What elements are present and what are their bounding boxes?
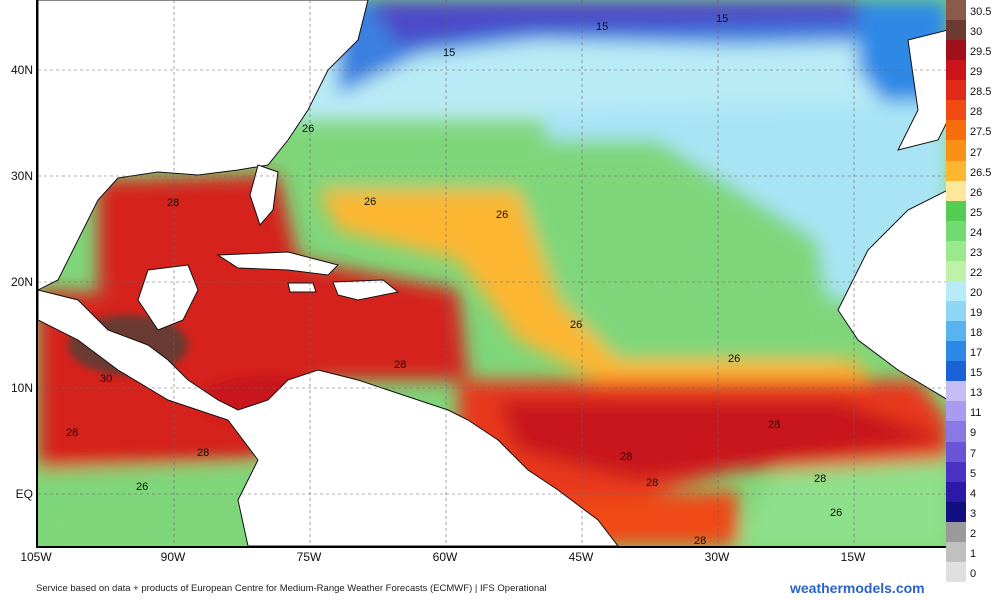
latitude-label: 20N <box>10 275 33 289</box>
latitude-label: EQ <box>15 487 33 501</box>
legend-label: 9 <box>970 427 977 440</box>
color-legend <box>946 0 966 583</box>
legend-swatch <box>946 100 966 121</box>
legend-label: 2 <box>970 527 977 540</box>
legend-label: 7 <box>970 447 977 460</box>
contour-label: 28 <box>167 197 179 209</box>
contour-label: 28 <box>814 473 826 485</box>
legend-label: 26 <box>970 186 983 199</box>
longitude-label: 30W <box>704 550 730 564</box>
contour-label: 15 <box>443 47 455 59</box>
legend-swatch <box>946 561 966 583</box>
legend-label: 24 <box>970 226 983 239</box>
longitude-label: 90W <box>160 550 186 564</box>
longitude-label: 15W <box>840 550 866 564</box>
contour-label: 30 <box>100 373 112 385</box>
legend-swatch <box>946 220 966 242</box>
contour-label: 26 <box>570 319 582 331</box>
legend-swatch <box>946 40 966 61</box>
legend-swatch <box>946 0 966 21</box>
latitude-label: 10N <box>10 381 33 395</box>
legend-label: 28 <box>970 106 983 119</box>
contour-label: 26 <box>364 196 376 208</box>
longitude-label: 45W <box>568 550 594 564</box>
contour-label: 28 <box>620 451 632 463</box>
legend-swatch <box>946 461 966 483</box>
legend-label: 27 <box>970 146 983 159</box>
legend-label: 26.5 <box>970 166 992 179</box>
legend-swatch <box>946 521 966 543</box>
legend-label: 22 <box>970 266 983 279</box>
legend-label: 18 <box>970 327 983 340</box>
contour-label: 26 <box>302 123 314 135</box>
brand-logo-text: weathermodels.com <box>790 580 925 596</box>
legend-label: 5 <box>970 467 977 480</box>
legend-swatch <box>946 441 966 463</box>
legend-label: 29 <box>970 66 983 79</box>
legend-swatch <box>946 381 966 402</box>
contour-labels: 15 15 15 26 26 26 28 26 28 30 28 28 26 26 28 28 28 28 26 28 <box>66 13 842 546</box>
sst-map: 15 15 15 26 26 26 28 26 28 30 28 28 26 26 28 28 28 28 26 28 <box>36 0 948 548</box>
sst-field: 15 15 15 26 26 26 28 26 28 30 28 28 26 26 28 28 28 28 26 28 <box>38 0 948 546</box>
contour-label: 26 <box>496 209 508 221</box>
legend-swatch <box>946 501 966 523</box>
contour-label: 26 <box>136 481 148 493</box>
contour-label: 15 <box>716 13 728 25</box>
legend-swatch <box>946 421 966 442</box>
legend-label: 13 <box>970 387 983 400</box>
legend-label: 20 <box>970 287 983 299</box>
legend-label: 4 <box>970 487 977 500</box>
legend-swatch <box>946 20 966 41</box>
legend-label: 29.5 <box>970 46 992 59</box>
legend-label: 1 <box>970 547 977 560</box>
contour-label: 28 <box>394 359 406 371</box>
latitude-label: 30N <box>10 169 33 183</box>
legend-swatch <box>946 160 966 182</box>
legend-label: 11 <box>970 407 982 420</box>
legend-swatch <box>946 481 966 503</box>
legend-swatch <box>946 140 966 162</box>
legend-swatch <box>946 401 966 422</box>
contour-label: 26 <box>830 507 842 519</box>
legend-label: 0 <box>970 567 977 580</box>
legend-label: 28.5 <box>970 86 992 99</box>
legend-label: 30.5 <box>970 6 992 19</box>
contour-label: 28 <box>694 535 706 546</box>
legend-swatch <box>946 541 966 563</box>
longitude-label: 75W <box>296 550 322 564</box>
legend-swatch <box>946 301 966 322</box>
contour-label: 28 <box>646 477 658 489</box>
latitude-label: 40N <box>10 63 33 77</box>
legend-label: 3 <box>970 507 977 520</box>
attribution-text: Service based on data + products of Euro… <box>36 583 547 594</box>
legend-swatch <box>946 60 966 81</box>
legend-swatch <box>946 200 966 222</box>
legend-swatch <box>946 361 966 382</box>
contour-label: 28 <box>768 419 780 431</box>
legend-swatch <box>946 240 966 262</box>
legend-swatch <box>946 120 966 141</box>
longitude-label: 105W <box>20 550 52 564</box>
longitude-label: 60W <box>432 550 458 564</box>
legend-swatch <box>946 180 966 202</box>
legend-label: 17 <box>970 347 983 360</box>
legend-swatch <box>946 280 966 302</box>
legend-swatch <box>946 341 966 362</box>
contour-label: 26 <box>728 353 740 365</box>
contour-label: 28 <box>197 447 209 459</box>
legend-swatch <box>946 260 966 282</box>
legend-label: 23 <box>970 246 983 259</box>
legend-label: 25 <box>970 206 983 219</box>
contour-label: 15 <box>596 21 608 33</box>
legend-label: 19 <box>970 307 983 320</box>
legend-swatch <box>946 80 966 101</box>
legend-label: 30 <box>970 26 983 39</box>
legend-swatch <box>946 321 966 342</box>
legend-label: 15 <box>970 367 983 380</box>
contour-label: 28 <box>66 427 78 439</box>
legend-label: 27.5 <box>970 126 992 139</box>
